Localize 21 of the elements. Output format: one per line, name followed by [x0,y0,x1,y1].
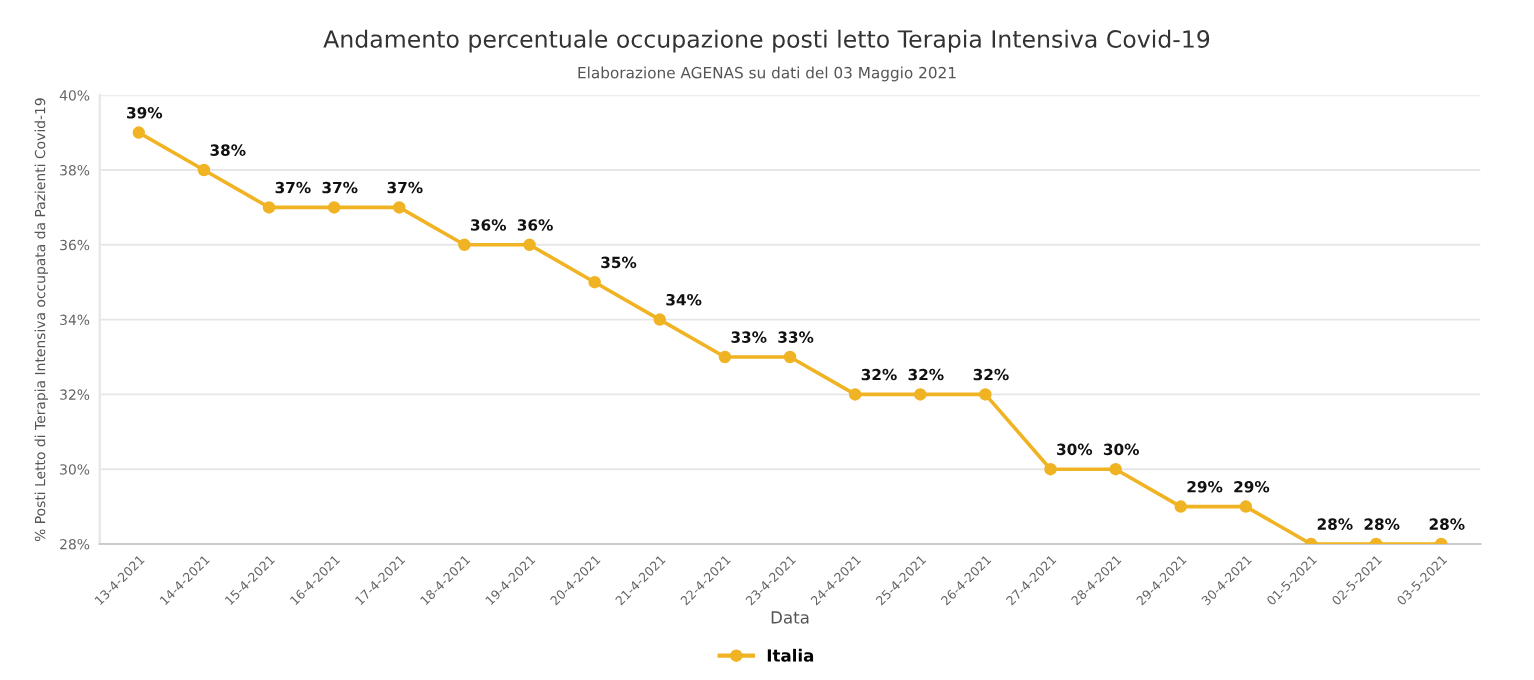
point [653,313,667,326]
point [848,388,862,401]
point [1174,500,1187,513]
point [197,163,211,177]
point [718,350,732,364]
point [523,238,536,252]
point [132,126,146,139]
point [783,350,797,364]
point [979,388,992,401]
point [393,201,406,214]
point [1044,462,1057,476]
point [458,238,471,252]
point [914,388,927,401]
x-axis-title: Data [771,611,809,624]
chart-title: Andamento percentuale occupazione posti letto Terapia Intensiva Covid-19 [323,29,1210,53]
point [1109,462,1122,476]
point [327,201,341,214]
legend-label: Italia [767,648,814,662]
point [588,275,601,289]
point [262,201,276,214]
point [1239,500,1253,513]
